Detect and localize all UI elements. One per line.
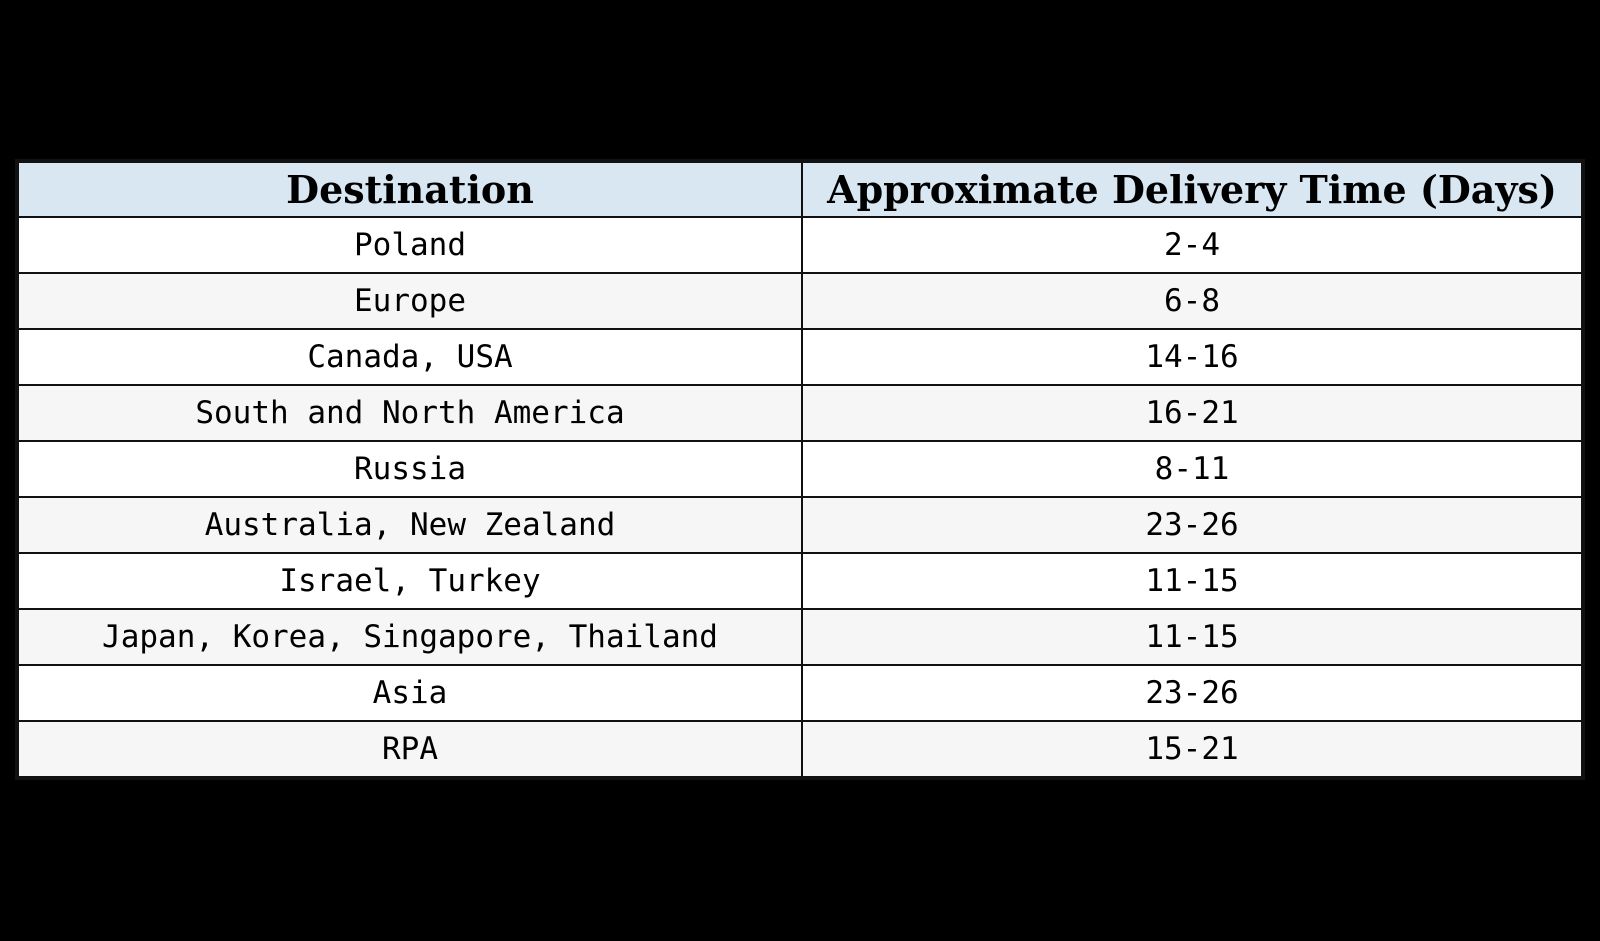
destination-cell: Canada, USA [17,328,803,386]
delivery-time-cell: 23-26 [801,664,1583,722]
destination-cell: Japan, Korea, Singapore, Thailand [17,608,803,666]
delivery-time-cell: 2-4 [801,216,1583,274]
delivery-time-cell: 6-8 [801,272,1583,330]
table-row: Europe 6-8 [17,272,1583,330]
destination-cell: South and North America [17,384,803,442]
data-table: Destination Approximate Delivery Time (D… [17,161,1583,778]
destination-cell: Australia, New Zealand [17,496,803,554]
delivery-time-cell: 11-15 [801,608,1583,666]
delivery-time-table: Destination Approximate Delivery Time (D… [15,159,1585,780]
destination-cell: Asia [17,664,803,722]
destination-cell: Russia [17,440,803,498]
delivery-time-cell: 15-21 [801,720,1583,778]
table-row: Asia 23-26 [17,664,1583,722]
header-row: Destination Approximate Delivery Time (D… [17,161,1583,218]
destination-cell: RPA [17,720,803,778]
destination-cell: Poland [17,216,803,274]
delivery-time-cell: 14-16 [801,328,1583,386]
delivery-time-cell: 16-21 [801,384,1583,442]
destination-cell: Israel, Turkey [17,552,803,610]
table-row: Israel, Turkey 11-15 [17,552,1583,610]
delivery-time-cell: 23-26 [801,496,1583,554]
table-row: Poland 2-4 [17,216,1583,274]
column-header-delivery-time: Approximate Delivery Time (Days) [801,161,1583,218]
column-header-destination: Destination [17,161,803,218]
delivery-time-cell: 8-11 [801,440,1583,498]
table-row: Japan, Korea, Singapore, Thailand 11-15 [17,608,1583,666]
table-row: Canada, USA 14-16 [17,328,1583,386]
delivery-time-cell: 11-15 [801,552,1583,610]
table-row: South and North America 16-21 [17,384,1583,442]
table-row: Australia, New Zealand 23-26 [17,496,1583,554]
destination-cell: Europe [17,272,803,330]
table-row: Russia 8-11 [17,440,1583,498]
table-row: RPA 15-21 [17,720,1583,778]
